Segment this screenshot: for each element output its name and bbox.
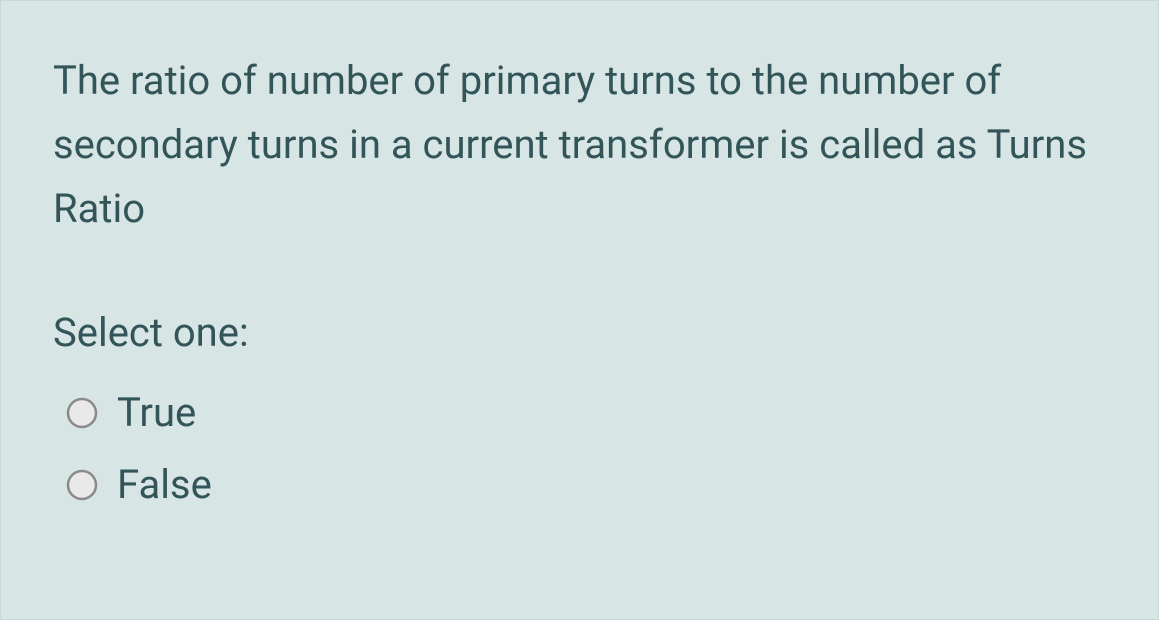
option-label: False — [117, 461, 212, 509]
select-one-prompt: Select one: — [53, 301, 1106, 365]
option-true[interactable]: True — [65, 389, 1106, 437]
radio-icon[interactable] — [65, 396, 99, 430]
question-text: The ratio of number of primary turns to … — [53, 49, 1106, 241]
option-label: True — [117, 389, 196, 437]
radio-icon[interactable] — [65, 468, 99, 502]
option-false[interactable]: False — [65, 461, 1106, 509]
